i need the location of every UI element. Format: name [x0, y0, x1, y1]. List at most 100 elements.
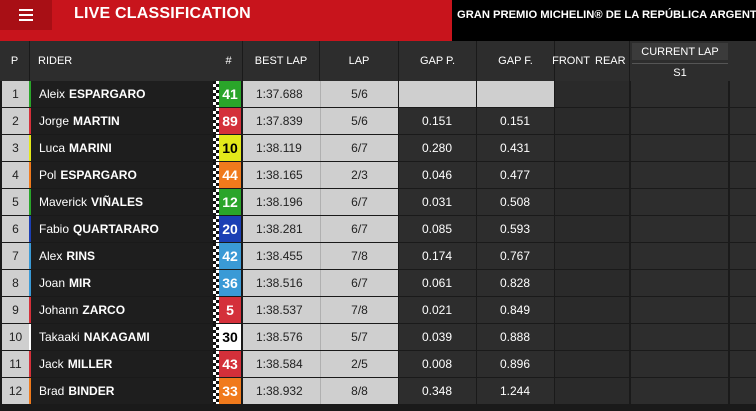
gap-first: 0.431: [477, 135, 554, 161]
header-gap-f[interactable]: GAP F.: [477, 41, 555, 81]
gap-previous: 0.046: [399, 162, 476, 188]
sector-2-cell: [730, 108, 756, 134]
rider-last-name: VIÑALES: [91, 195, 144, 209]
gap-previous: 0.348: [399, 378, 476, 404]
rider-name[interactable]: Brad BINDER: [31, 378, 213, 404]
table-row[interactable]: 12 Brad BINDER 33 1:38.932 8/8 0.348 1.244: [0, 378, 756, 405]
checkered-flag-icon: [213, 378, 219, 404]
rider-name[interactable]: Takaaki NAKAGAMI: [31, 324, 213, 350]
sector-1-cell: [630, 270, 728, 296]
rider-name[interactable]: Johann ZARCO: [31, 297, 213, 323]
header-gap-p[interactable]: GAP P.: [399, 41, 477, 81]
title-bar: LIVE CLASSIFICATION: [0, 0, 452, 41]
checkered-flag-icon: [213, 81, 219, 107]
gap-previous: [399, 81, 476, 107]
team-color-stripe: [29, 189, 31, 215]
position: 8: [2, 270, 29, 296]
header-rear[interactable]: REAR: [593, 41, 630, 81]
table-row[interactable]: 6 Fabio QUARTARARO 20 1:38.281 6/7 0.085 0.593: [0, 216, 756, 243]
table-header: P RIDER # BEST LAP LAP GAP P. GAP F. FRO…: [0, 41, 756, 81]
sector-2-cell: [730, 189, 756, 215]
position: 12: [2, 378, 29, 404]
sector-1-cell: [630, 351, 728, 377]
sector-2-cell: [730, 297, 756, 323]
sector-2-cell: [730, 81, 756, 107]
sector-1-cell: [630, 108, 728, 134]
table-row[interactable]: 10 Takaaki NAKAGAMI 30 1:38.576 5/7 0.039 0.888: [0, 324, 756, 351]
rider-last-name: NAKAGAMI: [83, 330, 150, 344]
lap-count: 6/7: [320, 135, 398, 161]
lap-count: 6/7: [320, 216, 398, 242]
tyre-cell: [555, 297, 629, 323]
rider-number: 89: [219, 108, 241, 134]
position: 1: [2, 81, 29, 107]
team-color-stripe: [29, 270, 31, 296]
header-pos[interactable]: P: [0, 41, 30, 81]
table-row[interactable]: 5 Maverick VIÑALES 12 1:38.196 6/7 0.031 0.508: [0, 189, 756, 216]
sector-2-cell: [730, 378, 756, 404]
sector-1-cell: [630, 216, 728, 242]
gap-previous: 0.061: [399, 270, 476, 296]
header-best-lap[interactable]: BEST LAP: [243, 41, 320, 81]
sector-1-cell: [630, 297, 728, 323]
rider-number: 44: [219, 162, 241, 188]
rider-first-name: Joan: [39, 276, 66, 290]
rider-last-name: MILLER: [67, 357, 113, 371]
table-row[interactable]: 8 Joan MIR 36 1:38.516 6/7 0.061 0.828: [0, 270, 756, 297]
rider-name[interactable]: Fabio QUARTARARO: [31, 216, 213, 242]
rider-name[interactable]: Jorge MARTIN: [31, 108, 213, 134]
lap-count: 5/7: [320, 324, 398, 350]
rider-name[interactable]: Maverick VIÑALES: [31, 189, 213, 215]
position: 2: [2, 108, 29, 134]
table-row[interactable]: 11 Jack MILLER 43 1:38.584 2/5 0.008 0.896: [0, 351, 756, 378]
sector-2-cell: [730, 135, 756, 161]
tyre-cell: [555, 378, 629, 404]
rider-last-name: RINS: [66, 249, 96, 263]
table-row[interactable]: 4 Pol ESPARGARO 44 1:38.165 2/3 0.046 0.477: [0, 162, 756, 189]
sector-1-cell: [630, 162, 728, 188]
table-row[interactable]: 2 Jorge MARTIN 89 1:37.839 5/6 0.151 0.151: [0, 108, 756, 135]
team-color-stripe: [29, 243, 31, 269]
rider-last-name: ZARCO: [82, 303, 126, 317]
team-color-stripe: [29, 135, 31, 161]
rider-name[interactable]: Luca MARINI: [31, 135, 213, 161]
table-row[interactable]: 3 Luca MARINI 10 1:38.119 6/7 0.280 0.431: [0, 135, 756, 162]
table-row[interactable]: 9 Johann ZARCO 5 1:38.537 7/8 0.021 0.849: [0, 297, 756, 324]
gap-first: 1.244: [477, 378, 554, 404]
rider-name[interactable]: Pol ESPARGARO: [31, 162, 213, 188]
header-sector-1[interactable]: S1: [632, 63, 728, 82]
gap-previous: 0.151: [399, 108, 476, 134]
best-lap-time: 1:38.932: [243, 378, 320, 404]
lap-count: 6/7: [320, 189, 398, 215]
sector-2-cell: [730, 270, 756, 296]
gap-previous: 0.280: [399, 135, 476, 161]
position: 10: [2, 324, 29, 350]
header-number[interactable]: #: [215, 41, 243, 81]
rider-name[interactable]: Aleix ESPARGARO: [31, 81, 213, 107]
team-color-stripe: [29, 297, 31, 323]
header-front[interactable]: FRONT: [552, 55, 590, 67]
rider-last-name: ESPARGARO: [69, 87, 146, 101]
header-lap[interactable]: LAP: [320, 41, 399, 81]
rider-name[interactable]: Joan MIR: [31, 270, 213, 296]
gap-previous: 0.085: [399, 216, 476, 242]
sector-1-cell: [630, 189, 728, 215]
tyre-cell: [555, 270, 629, 296]
table-row[interactable]: 7 Alex RINS 42 1:38.455 7/8 0.174 0.767: [0, 243, 756, 270]
checkered-flag-icon: [213, 243, 219, 269]
checkered-flag-icon: [213, 135, 219, 161]
rider-name[interactable]: Alex RINS: [31, 243, 213, 269]
hamburger-menu-icon[interactable]: [0, 0, 52, 30]
team-color-stripe: [29, 351, 31, 377]
rider-name[interactable]: Jack MILLER: [31, 351, 213, 377]
rider-number: 20: [219, 216, 241, 242]
best-lap-time: 1:38.537: [243, 297, 320, 323]
lap-count: 2/5: [320, 351, 398, 377]
best-lap-time: 1:38.196: [243, 189, 320, 215]
rider-number: 42: [219, 243, 241, 269]
rider-number: 5: [219, 297, 241, 323]
event-title: GRAN PREMIO MICHELIN® DE LA REPÚBLICA AR…: [457, 9, 756, 21]
lap-count: 7/8: [320, 243, 398, 269]
table-row[interactable]: 1 Aleix ESPARGARO 41 1:37.688 5/6: [0, 81, 756, 108]
header-rider[interactable]: RIDER: [38, 55, 73, 67]
